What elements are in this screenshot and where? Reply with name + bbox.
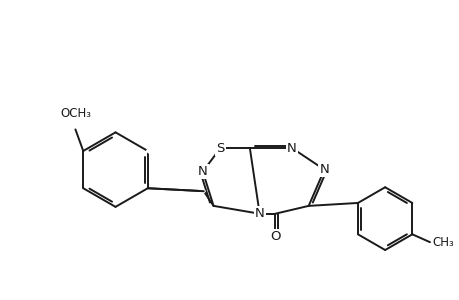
Text: N: N xyxy=(286,142,296,154)
Text: S: S xyxy=(216,142,224,154)
Text: OCH₃: OCH₃ xyxy=(60,106,91,120)
Text: O: O xyxy=(269,230,280,243)
Text: CH₃: CH₃ xyxy=(431,236,453,249)
Text: N: N xyxy=(319,163,329,176)
Text: N: N xyxy=(197,165,207,178)
Text: N: N xyxy=(254,207,264,220)
